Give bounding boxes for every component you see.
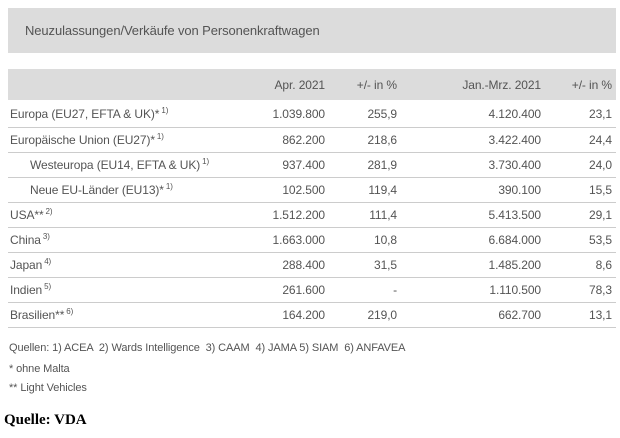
cell-jan-mrz-2021: 5.413.500 [488,208,542,222]
row-label-footnote-ref: 3) [42,233,50,241]
cell-apr-2021: 1.039.800 [272,106,326,121]
table-row: China 3) 1.663.000 10,8 6.684.000 53,5 [8,228,616,253]
cell-change-apr: 10,8 [374,233,397,247]
cell-apr-2021: 261.600 [282,283,325,297]
table-title-bar: Neuzulassungen/Verkäufe von Personenkraf… [8,8,616,53]
cell-apr-2021: 1.663.000 [272,233,326,247]
cell-apr-2021: 102.500 [282,183,325,197]
footnote-ohne-malta: * ohne Malta [9,363,70,375]
cell-change-apr: - [393,283,397,297]
row-label-footnote-ref: 2) [45,208,53,216]
table-row: Indien 5) 261.600 - 1.110.500 78,3 [8,278,616,303]
table-header-row: Apr. 2021 +/- in % Jan.-Mrz. 2021 +/- in… [8,69,616,100]
cell-change-apr: 219,0 [367,308,397,322]
cell-change-apr: 111,4 [369,208,397,222]
cell-apr-2021: 937.400 [282,158,325,172]
row-label: USA** 2) [8,208,218,222]
header-apr-2021: Apr. 2021 [274,77,325,92]
data-table: Apr. 2021 +/- in % Jan.-Mrz. 2021 +/- in… [8,69,616,328]
cell-change-jan-mrz: 15,5 [589,183,612,197]
header-change-jan-mrz: +/- in % [571,77,612,92]
row-label-text: Japan [10,258,43,272]
table-row: Europa (EU27, EFTA & UK)* 1) 1.039.800 255,… [8,100,616,128]
row-label-footnote-ref: 1) [156,133,164,141]
row-label-footnote-ref: 4) [44,258,52,266]
table-body: Europa (EU27, EFTA & UK)* 1) 1.039.800 255,… [8,100,616,328]
cell-change-apr: 218,6 [367,133,397,147]
header-jan-mrz-2021: Jan.-Mrz. 2021 [462,77,541,92]
row-label: Brasilien** 6) [8,308,218,322]
cell-jan-mrz-2021: 662.700 [498,308,541,322]
table-row: Europäische Union (EU27)* 1) 862.200 218,6 3… [8,128,616,153]
row-label-footnote-ref: 1) [202,158,210,166]
row-label: Westeuropa (EU14, EFTA & UK) 1) [8,158,218,172]
cell-change-jan-mrz: 53,5 [589,233,612,247]
cell-jan-mrz-2021: 3.422.400 [488,133,542,147]
table-row: Japan 4) 288.400 31,5 1.485.200 8,6 [8,253,616,278]
cell-change-jan-mrz: 24,4 [589,133,612,147]
cell-change-apr: 31,5 [374,258,397,272]
row-label-text: Europa (EU27, EFTA & UK)* [10,106,160,121]
row-label: Japan 4) [8,258,218,272]
header-change-apr: +/- in % [356,77,397,92]
table-row: Brasilien** 6) 164.200 219,0 662.700 13,1 [8,303,616,328]
cell-jan-mrz-2021: 1.485.200 [488,258,542,272]
cell-change-jan-mrz: 13,1 [589,308,612,322]
cell-apr-2021: 288.400 [282,258,325,272]
cell-apr-2021: 1.512.200 [272,208,326,222]
cell-change-apr: 281,9 [367,158,397,172]
cell-jan-mrz-2021: 6.684.000 [488,233,542,247]
row-label-text: Neue EU-Länder (EU13)* [30,183,164,197]
row-label-text: China [10,233,41,247]
cell-jan-mrz-2021: 390.100 [498,183,541,197]
table-title: Neuzulassungen/Verkäufe von Personenkraf… [25,23,320,38]
table-row: Neue EU-Länder (EU13)* 1) 102.500 119,4 390.… [8,178,616,203]
table-row: Westeuropa (EU14, EFTA & UK) 1) 937.400 281… [8,153,616,178]
row-label-footnote-ref: 6) [66,308,74,316]
row-label: Europäische Union (EU27)* 1) [8,133,218,147]
footnote-sources: Quellen: 1) ACEA 2) Wards Intelligence 3… [9,342,406,354]
cell-apr-2021: 164.200 [282,308,325,322]
cell-jan-mrz-2021: 1.110.500 [489,283,541,297]
row-label-text: Westeuropa (EU14, EFTA & UK) [30,158,201,172]
source-line: Quelle: VDA [4,412,87,428]
cell-change-jan-mrz: 29,1 [589,208,612,222]
row-label: Europa (EU27, EFTA & UK)* 1) [8,107,218,121]
row-label-text: Indien [10,283,43,297]
footnote-light-vehicles: ** Light Vehicles [9,382,87,394]
cell-change-jan-mrz: 23,1 [589,106,612,121]
row-label: Neue EU-Länder (EU13)* 1) [8,183,218,197]
cell-change-jan-mrz: 8,6 [595,258,612,272]
cell-change-apr: 119,4 [368,183,397,197]
row-label-text: USA** [10,208,44,222]
row-label: China 3) [8,233,218,247]
cell-apr-2021: 862.200 [282,133,325,147]
row-label-text: Europäische Union (EU27)* [10,133,155,147]
cell-change-apr: 255,9 [367,106,397,121]
row-label-footnote-ref: 5) [44,283,52,291]
cell-change-jan-mrz: 78,3 [589,283,612,297]
cell-jan-mrz-2021: 4.120.400 [488,106,542,121]
row-label-footnote-ref: 1) [161,106,169,115]
table-row: USA** 2) 1.512.200 111,4 5.413.500 29,1 [8,203,616,228]
row-label: Indien 5) [8,283,218,297]
row-label-text: Brasilien** [10,308,65,322]
row-label-footnote-ref: 1) [165,183,173,191]
cell-change-jan-mrz: 24,0 [589,158,612,172]
cell-jan-mrz-2021: 3.730.400 [488,158,542,172]
